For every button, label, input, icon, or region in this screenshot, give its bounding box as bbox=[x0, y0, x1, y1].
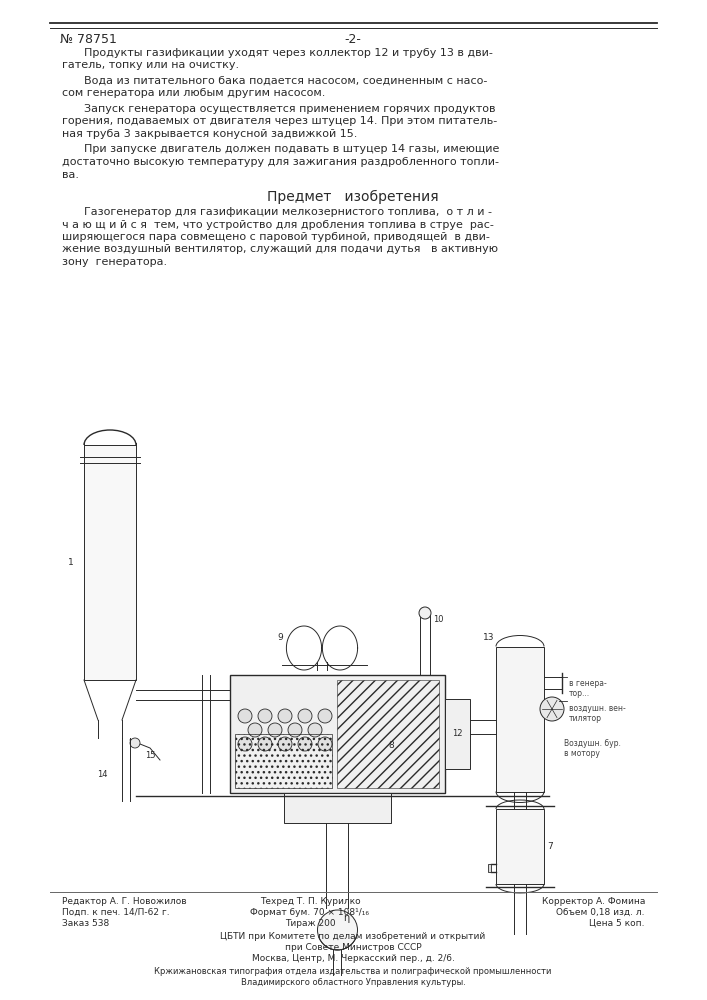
Text: 15: 15 bbox=[145, 750, 156, 760]
Text: Продукты газификации уходят через коллектор 12 и трубу 13 в дви-: Продукты газификации уходят через коллек… bbox=[84, 48, 493, 58]
Text: Вода из питательного бака подается насосом, соединенным с насо-: Вода из питательного бака подается насос… bbox=[84, 76, 487, 86]
Text: Предмет   изобретения: Предмет изобретения bbox=[267, 190, 439, 204]
Text: Техред Т. П. Курилко: Техред Т. П. Курилко bbox=[259, 897, 361, 906]
Text: в генера-: в генера- bbox=[569, 679, 607, 688]
Circle shape bbox=[540, 697, 564, 721]
Text: тор...: тор... bbox=[569, 689, 590, 698]
Text: Тираж 200: Тираж 200 bbox=[285, 919, 335, 928]
Circle shape bbox=[248, 723, 262, 737]
Text: При запуске двигатель должен подавать в штуцер 14 газы, имеющие: При запуске двигатель должен подавать в … bbox=[84, 144, 499, 154]
Text: Воздушн. бур.: Воздушн. бур. bbox=[564, 739, 621, 748]
Text: зону  генератора.: зону генератора. bbox=[62, 257, 167, 267]
Text: воздушн. вен-: воздушн. вен- bbox=[569, 704, 626, 713]
Bar bbox=[445, 699, 470, 769]
Text: 12: 12 bbox=[452, 730, 463, 738]
Text: Объем 0,18 изд. л.: Объем 0,18 изд. л. bbox=[556, 908, 645, 917]
Circle shape bbox=[298, 709, 312, 723]
Circle shape bbox=[238, 737, 252, 751]
Circle shape bbox=[258, 709, 272, 723]
Text: Редактор А. Г. Новожилов: Редактор А. Г. Новожилов bbox=[62, 897, 187, 906]
Text: Газогенератор для газификации мелкозернистого топлива,  о т л и -: Газогенератор для газификации мелкозерни… bbox=[84, 207, 492, 217]
Text: Кржижановская типография отдела издательства и полиграфической промышленности: Кржижановская типография отдела издатель… bbox=[154, 967, 551, 976]
Circle shape bbox=[419, 607, 431, 619]
Circle shape bbox=[298, 737, 312, 751]
Text: в мотору: в мотору bbox=[564, 749, 600, 758]
Circle shape bbox=[278, 737, 292, 751]
Text: Подп. к печ. 14/П-62 г.: Подп. к печ. 14/П-62 г. bbox=[62, 908, 170, 917]
Text: Формат бум. 70 × 108¹/₁₆: Формат бум. 70 × 108¹/₁₆ bbox=[250, 908, 370, 917]
Circle shape bbox=[258, 737, 272, 751]
Text: Заказ 538: Заказ 538 bbox=[62, 919, 110, 928]
Bar bbox=[284, 793, 391, 823]
Text: ч а ю щ и й с я  тем, что устройство для дробления топлива в струе  рас-: ч а ю щ и й с я тем, что устройство для … bbox=[62, 220, 494, 230]
Text: 14: 14 bbox=[97, 770, 107, 779]
Text: Москва, Центр, М. Черкасский пер., д. 2/6.: Москва, Центр, М. Черкасский пер., д. 2/… bbox=[252, 954, 455, 963]
Bar bbox=[235, 734, 332, 788]
Text: 8: 8 bbox=[388, 741, 394, 750]
Text: гатель, топку или на очистку.: гатель, топку или на очистку. bbox=[62, 60, 239, 70]
Circle shape bbox=[288, 723, 302, 737]
Text: 13: 13 bbox=[482, 633, 494, 642]
Bar bbox=[488, 864, 491, 872]
Bar bbox=[496, 647, 544, 792]
Bar bbox=[230, 675, 445, 793]
Text: ная труба 3 закрывается конусной задвижкой 15.: ная труба 3 закрывается конусной задвижк… bbox=[62, 129, 357, 139]
Text: горения, подаваемых от двигателя через штуцер 14. При этом питатель-: горения, подаваемых от двигателя через ш… bbox=[62, 116, 497, 126]
Circle shape bbox=[318, 709, 332, 723]
Circle shape bbox=[318, 737, 332, 751]
Text: сом генератора или любым другим насосом.: сом генератора или любым другим насосом. bbox=[62, 89, 325, 99]
Text: ва.: ва. bbox=[62, 169, 79, 180]
Text: Цена 5 коп.: Цена 5 коп. bbox=[590, 919, 645, 928]
Text: при Совете Министров СССР: при Совете Министров СССР bbox=[285, 943, 421, 952]
Text: 9: 9 bbox=[277, 634, 283, 643]
Text: ЦБТИ при Комитете по делам изобретений и открытий: ЦБТИ при Комитете по делам изобретений и… bbox=[221, 932, 486, 941]
Circle shape bbox=[268, 723, 282, 737]
Text: η: η bbox=[344, 913, 350, 923]
Text: 7: 7 bbox=[547, 842, 553, 851]
Text: Владимирского областного Управления культуры.: Владимирского областного Управления куль… bbox=[240, 978, 465, 987]
Circle shape bbox=[308, 723, 322, 737]
Text: Корректор А. Фомина: Корректор А. Фомина bbox=[542, 897, 645, 906]
Text: жение воздушный вентилятор, служащий для подачи дутья   в активную: жение воздушный вентилятор, служащий для… bbox=[62, 244, 498, 254]
Text: тилятор: тилятор bbox=[569, 714, 602, 723]
Bar bbox=[496, 809, 544, 884]
Text: -2-: -2- bbox=[344, 33, 361, 46]
Bar bbox=[337, 680, 439, 788]
Text: Запуск генератора осуществляется применением горячих продуктов: Запуск генератора осуществляется примене… bbox=[84, 104, 496, 114]
Circle shape bbox=[238, 709, 252, 723]
Text: 1: 1 bbox=[69, 558, 74, 567]
Bar bbox=[84, 445, 136, 680]
Text: № 78751: № 78751 bbox=[60, 33, 117, 46]
Circle shape bbox=[317, 910, 358, 950]
Text: ширяющегося пара совмещено с паровой турбиной, приводящей  в дви-: ширяющегося пара совмещено с паровой тур… bbox=[62, 232, 490, 242]
Circle shape bbox=[278, 709, 292, 723]
Text: достаточно высокую температуру для зажигания раздробленного топли-: достаточно высокую температуру для зажиг… bbox=[62, 157, 499, 167]
Text: 10: 10 bbox=[433, 615, 443, 624]
Circle shape bbox=[130, 738, 140, 748]
